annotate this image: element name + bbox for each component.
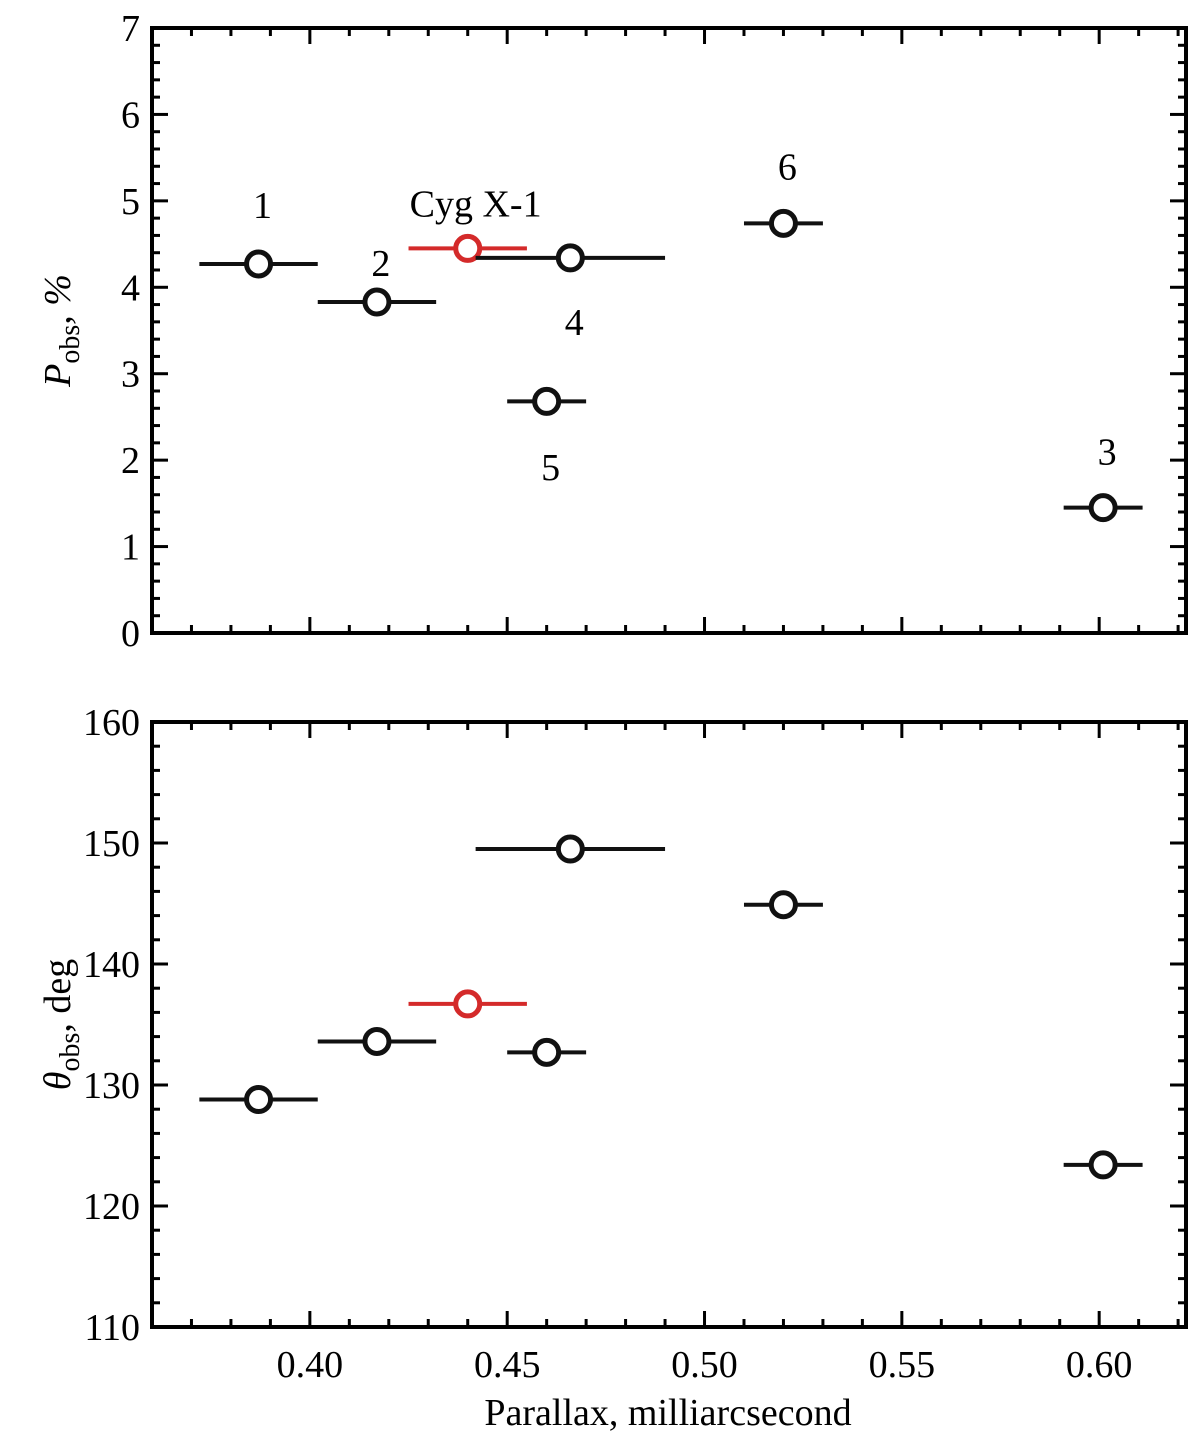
data-point <box>507 386 587 416</box>
data-point <box>317 287 437 317</box>
point-marker <box>555 834 585 864</box>
y-tick-label: 1 <box>121 527 140 569</box>
data-point <box>317 1026 437 1056</box>
x-tick-label: 0.50 <box>671 1344 738 1386</box>
y-tick-label: 6 <box>121 94 140 136</box>
y-tick-label: 3 <box>121 354 140 396</box>
y-tick-label: 2 <box>121 440 140 482</box>
point-marker <box>362 287 392 317</box>
y-axis-label-subscript: obs <box>55 1033 86 1072</box>
x-tick-label: 0.60 <box>1066 1344 1133 1386</box>
data-point <box>408 989 527 1019</box>
data-point <box>199 249 318 279</box>
y-axis-label: Pobs, % <box>37 274 86 388</box>
point-marker <box>532 1037 562 1067</box>
data-point <box>743 208 823 238</box>
data-point <box>743 890 823 920</box>
top-panel-polarization-degree: 0 1 2 3 4 5 6 7 Pobs, % 1 2 Cyg X-1 4 5 6 3 <box>37 8 1188 655</box>
y-tick-label: 130 <box>83 1065 140 1107</box>
point-annotation: Cyg X-1 <box>410 183 542 225</box>
point-annotation: 1 <box>253 185 272 227</box>
plot-frame <box>150 720 1188 1329</box>
y-axis-label-symbol: θ <box>37 1072 79 1091</box>
data-point <box>1063 493 1143 523</box>
y-axis-label-unit: , deg <box>37 959 79 1033</box>
point-marker <box>532 386 562 416</box>
y-tick-label: 0 <box>121 613 140 655</box>
y-tick-label: 4 <box>121 267 140 309</box>
data-point <box>1063 1150 1143 1180</box>
data-point <box>475 834 666 864</box>
data-point <box>199 1085 318 1115</box>
data-point <box>475 243 666 273</box>
data-point <box>408 233 527 263</box>
point-marker <box>768 890 798 920</box>
point-annotation: 3 <box>1098 432 1117 474</box>
x-axis-label: Parallax, milliarcsecond <box>484 1392 851 1431</box>
y-tick-label: 150 <box>83 823 140 865</box>
point-marker <box>1088 493 1118 523</box>
point-annotation: 4 <box>565 302 584 344</box>
point-marker <box>768 208 798 238</box>
point-annotation: 6 <box>778 146 797 188</box>
y-tick-label: 5 <box>121 181 140 223</box>
point-marker <box>244 249 274 279</box>
y-tick-label: 160 <box>83 702 140 744</box>
point-annotation: 5 <box>541 447 560 489</box>
point-marker <box>555 243 585 273</box>
y-tick-label: 7 <box>121 8 140 50</box>
bottom-panel-polarization-angle: 110 120 130 140 150 160 0.40 0.45 0.50 0.55 0.60 θo… <box>37 702 1188 1386</box>
y-tick-label: 120 <box>83 1186 140 1228</box>
point-annotation: 2 <box>371 243 390 285</box>
point-marker <box>1088 1150 1118 1180</box>
point-marker <box>453 989 483 1019</box>
x-tick-label: 0.40 <box>277 1344 344 1386</box>
point-marker <box>244 1085 274 1115</box>
y-axis-label-symbol: P <box>37 364 79 388</box>
y-tick-label: 110 <box>84 1307 140 1349</box>
point-marker <box>362 1026 392 1056</box>
plot-frame <box>150 26 1188 635</box>
point-marker <box>453 233 483 263</box>
x-tick-label: 0.55 <box>869 1344 936 1386</box>
data-point <box>507 1037 587 1067</box>
y-tick-label: 140 <box>83 944 140 986</box>
y-axis-label-unit: , % <box>37 274 79 325</box>
y-axis-label-subscript: obs <box>55 325 86 364</box>
y-axis-label: θobs, deg <box>37 959 86 1090</box>
x-tick-label: 0.45 <box>474 1344 541 1386</box>
